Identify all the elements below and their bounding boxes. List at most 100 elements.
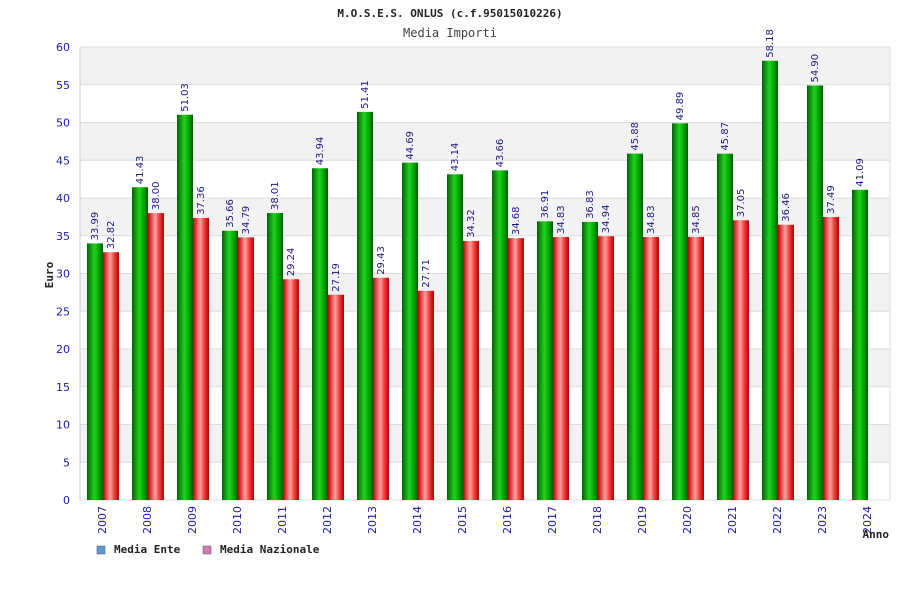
bar-media-nazionale	[463, 240, 479, 500]
bar-media-ente	[807, 85, 823, 500]
bar-media-nazionale	[328, 294, 344, 500]
data-label-media-ente: 54.90	[810, 54, 821, 83]
y-tick-label: 50	[56, 117, 70, 130]
data-label-media-ente: 45.88	[630, 122, 641, 151]
y-axis-ticks: 0 5 10 15 20 25 30 35 40 45 50 55 60	[56, 41, 70, 507]
bars	[87, 60, 868, 501]
data-label-media-nazionale: 34.94	[601, 205, 612, 234]
y-tick-label: 0	[63, 494, 70, 507]
legend-swatch-media-ente	[96, 545, 106, 555]
data-label-media-ente: 49.89	[675, 92, 686, 121]
x-tick-label: 2014	[411, 506, 424, 534]
data-label-media-ente: 51.03	[180, 83, 191, 112]
data-label-media-nazionale: 37.36	[196, 186, 207, 215]
x-tick-label: 2010	[231, 506, 244, 534]
bar-media-ente	[402, 162, 418, 500]
data-label-media-ente: 38.01	[270, 181, 281, 210]
bar-media-nazionale	[238, 237, 254, 500]
x-tick-label: 2012	[321, 506, 334, 534]
chart-title: M.O.S.E.S. ONLUS (c.f.95015010226)	[337, 7, 562, 20]
bar-media-ente	[357, 111, 373, 501]
x-tick-label: 2020	[681, 506, 694, 534]
y-tick-label: 30	[56, 268, 70, 281]
y-tick-label: 45	[56, 154, 70, 167]
data-label-media-nazionale: 34.79	[241, 206, 252, 235]
x-tick-label: 2015	[456, 506, 469, 534]
x-tick-label: 2023	[816, 506, 829, 534]
x-tick-label: 2021	[726, 506, 739, 534]
bar-media-ente	[447, 174, 463, 500]
data-labels: 33.99 32.82 41.43 38.00 51.03 37.36 35.66 34.79…	[90, 29, 866, 292]
data-label-media-ente: 35.66	[225, 199, 236, 228]
bar-media-nazionale	[643, 237, 659, 500]
x-tick-label: 2009	[186, 506, 199, 534]
bar-media-nazionale	[598, 236, 614, 500]
grid-band	[80, 198, 890, 236]
bar-media-ente	[852, 189, 868, 500]
grid	[79, 46, 891, 501]
x-tick-label: 2008	[141, 506, 154, 534]
bar-media-nazionale	[283, 279, 299, 500]
data-label-media-ente: 51.41	[360, 80, 371, 109]
data-label-media-ente: 43.66	[495, 139, 506, 168]
y-tick-label: 10	[56, 419, 70, 432]
bar-media-ente	[222, 230, 238, 500]
x-axis-ticks: 2007 2008 2009 2010 2011 2012 2013 2014 2015 2016…	[96, 506, 874, 534]
bar-media-nazionale	[193, 217, 209, 500]
y-axis-title: Euro	[43, 261, 56, 288]
bar-media-ente	[267, 213, 283, 500]
x-axis-title: Anno	[863, 528, 890, 541]
data-label-media-nazionale: 29.24	[286, 248, 297, 277]
grid-band	[80, 349, 890, 387]
y-tick-label: 25	[56, 305, 70, 318]
data-label-media-ente: 43.14	[450, 143, 461, 172]
chart-subtitle: Media Importi	[403, 26, 497, 40]
x-tick-label: 2022	[771, 506, 784, 534]
x-tick-label: 2019	[636, 506, 649, 534]
y-tick-label: 35	[56, 230, 70, 243]
data-label-media-nazionale: 37.49	[826, 185, 837, 214]
grid-band	[80, 47, 890, 85]
data-label-media-nazionale: 34.68	[511, 207, 522, 236]
bar-media-nazionale	[373, 277, 389, 500]
legend-swatch-media-nazionale	[202, 545, 212, 555]
x-tick-label: 2017	[546, 506, 559, 534]
grid-band	[80, 84, 890, 123]
y-tick-label: 55	[56, 79, 70, 92]
bar-media-nazionale	[733, 220, 749, 500]
data-label-media-ente: 45.87	[720, 122, 731, 151]
bar-media-nazionale	[778, 224, 794, 501]
y-tick-label: 15	[56, 381, 70, 394]
data-label-media-nazionale: 34.85	[691, 205, 702, 234]
legend-label-media-ente: Media Ente	[114, 543, 181, 556]
x-tick-label: 2007	[96, 506, 109, 534]
grid-band	[80, 311, 890, 349]
bar-media-ente	[132, 187, 148, 501]
data-label-media-nazionale: 34.32	[466, 209, 477, 238]
bar-media-nazionale	[103, 252, 119, 500]
grid-band	[80, 235, 890, 274]
x-tick-label: 2013	[366, 506, 379, 534]
data-label-media-nazionale: 34.83	[646, 205, 657, 234]
grid-band	[80, 122, 890, 161]
data-label-media-nazionale: 37.05	[736, 189, 747, 218]
bar-media-nazionale	[148, 213, 164, 500]
data-label-media-nazionale: 34.83	[556, 205, 567, 234]
grid-band	[80, 424, 890, 463]
bar-media-nazionale	[688, 236, 704, 500]
data-label-media-ente: 36.83	[585, 190, 596, 219]
bar-media-ente	[87, 243, 103, 501]
bar-media-ente	[762, 60, 778, 501]
legend: Media Ente Media Nazionale	[96, 543, 320, 556]
legend-label-media-nazionale: Media Nazionale	[220, 543, 320, 556]
grid-band	[80, 273, 890, 312]
grid-band	[80, 160, 890, 198]
y-tick-label: 20	[56, 343, 70, 356]
data-label-media-nazionale: 36.46	[781, 193, 792, 222]
data-label-media-nazionale: 38.00	[151, 181, 162, 210]
bar-media-nazionale	[508, 238, 524, 500]
data-label-media-ente: 41.43	[135, 156, 146, 185]
data-label-media-nazionale: 32.82	[106, 221, 117, 250]
bar-media-ente	[627, 153, 643, 500]
